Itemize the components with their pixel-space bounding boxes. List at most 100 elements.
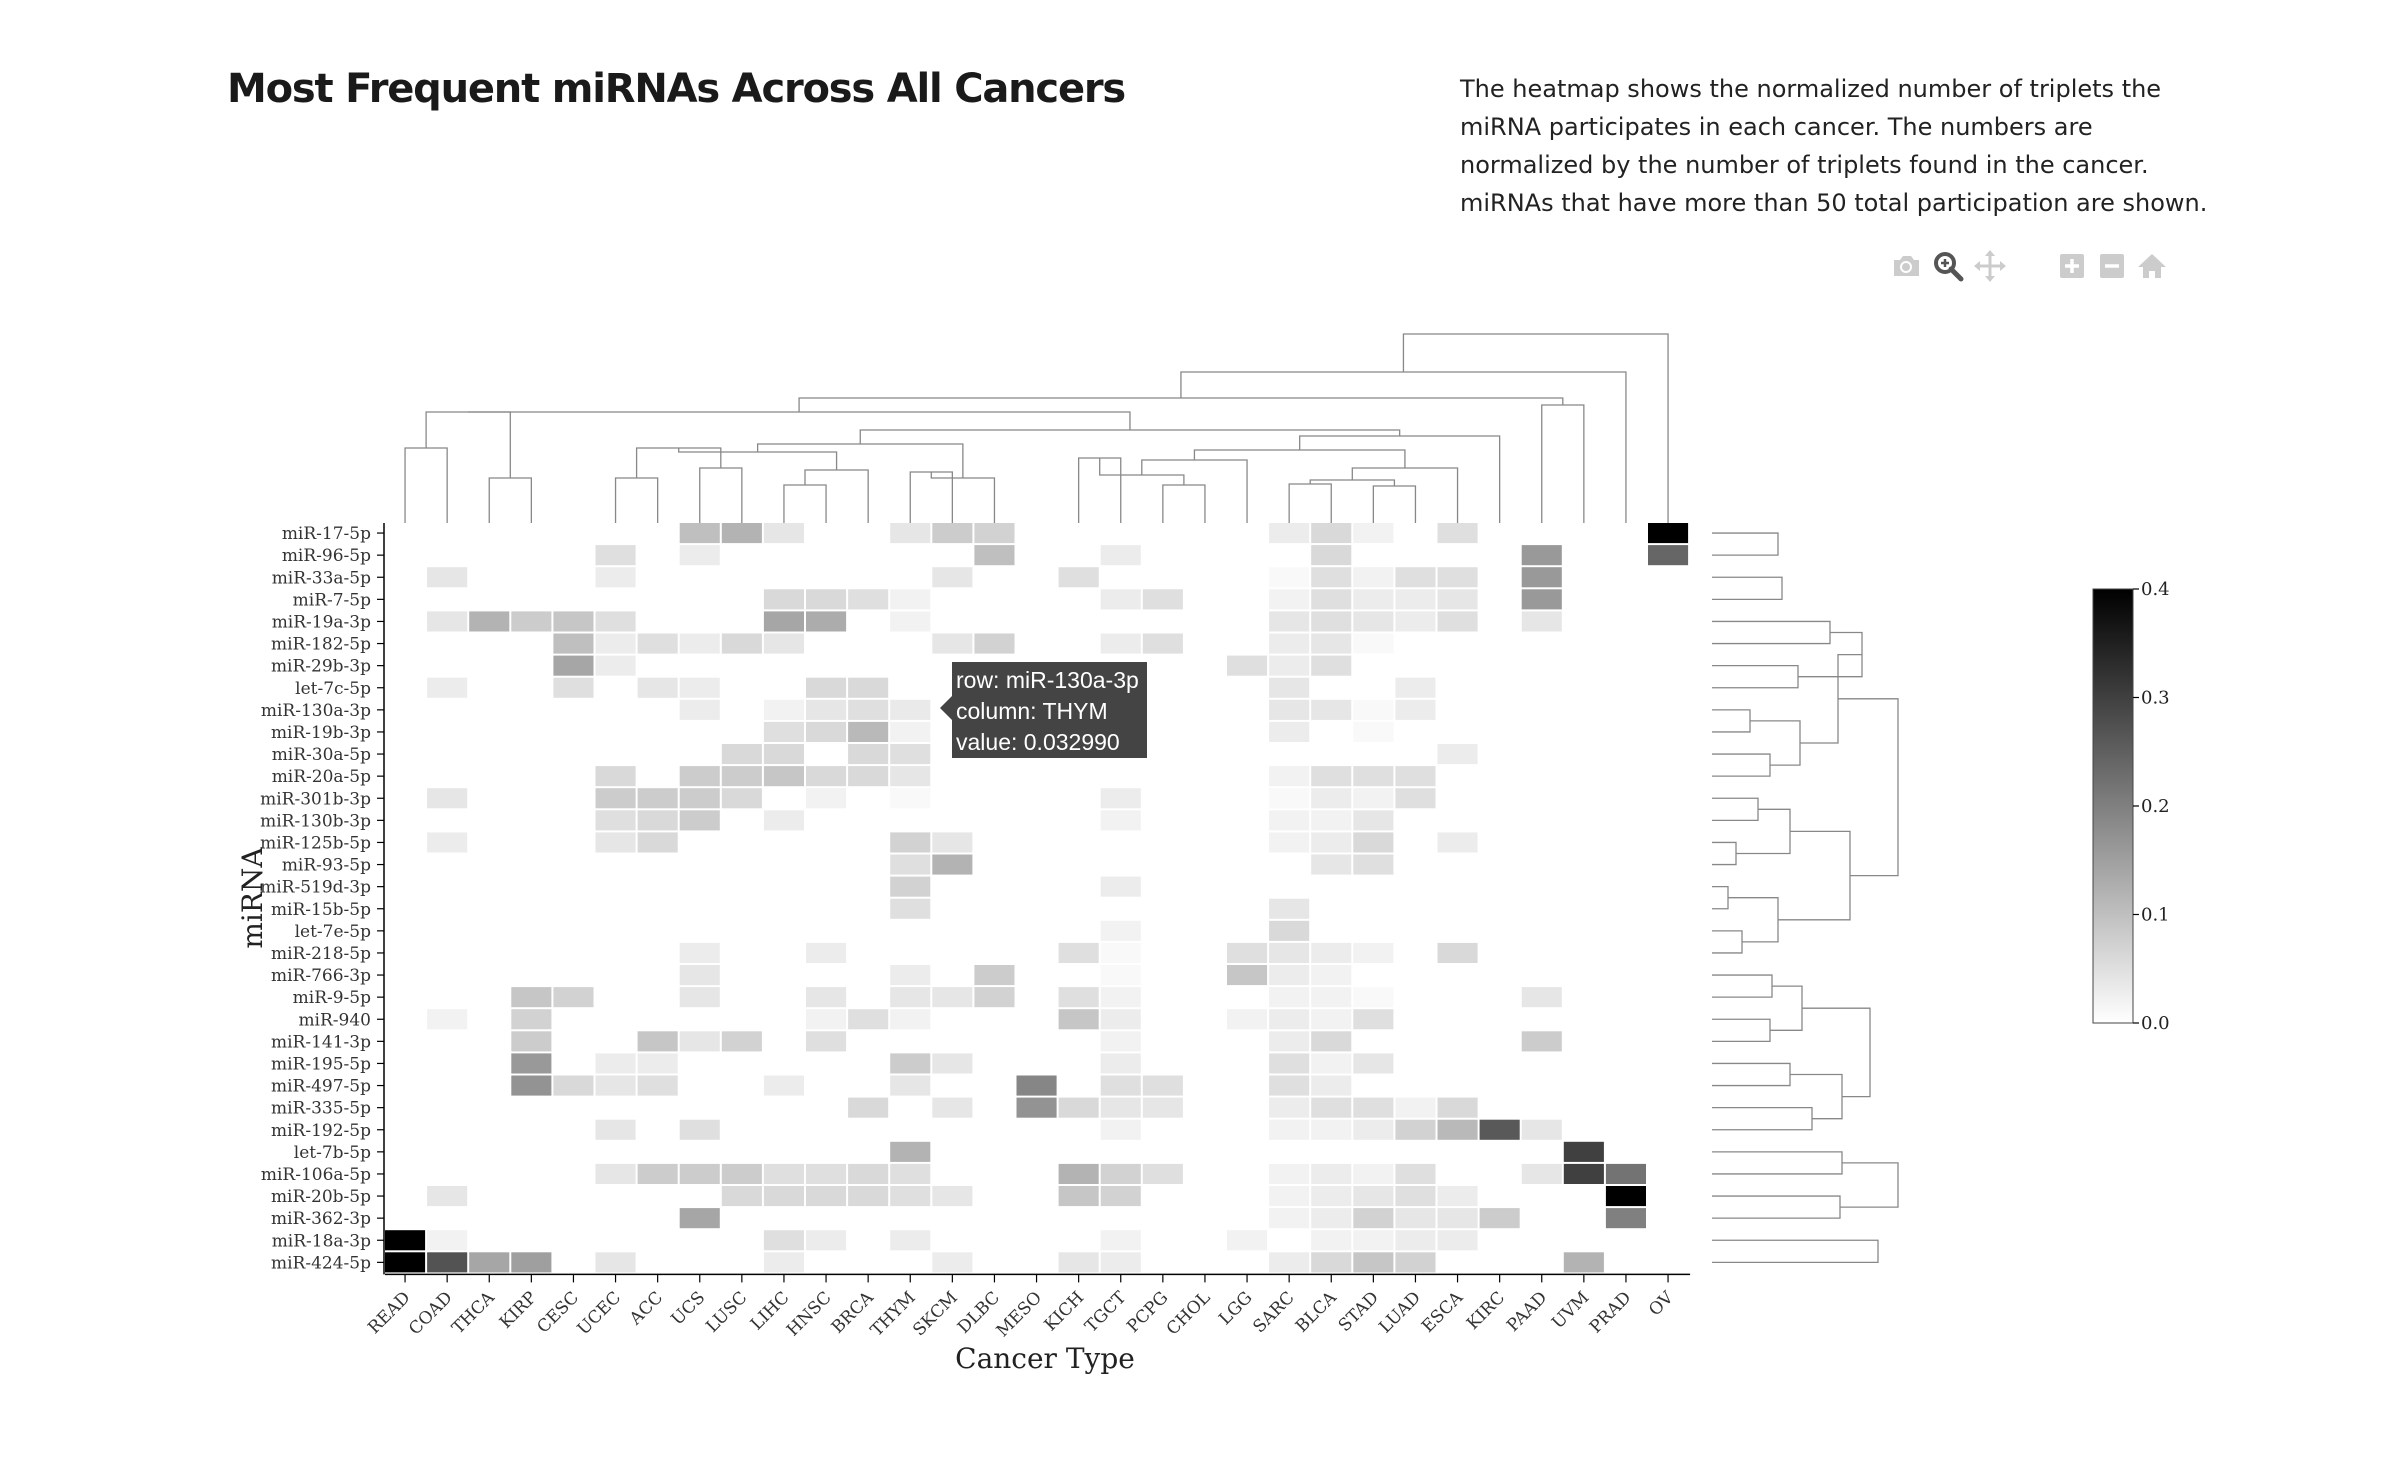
heatmap-cell (427, 920, 468, 941)
heatmap-cell (1521, 1097, 1562, 1118)
heatmap-cell (1058, 920, 1099, 941)
y-tick-label: miR-7-5p (293, 590, 371, 610)
heatmap-cell (806, 545, 847, 566)
heatmap-cell (595, 677, 636, 698)
heatmap-cell (1648, 920, 1689, 941)
heatmap-cell (763, 545, 804, 566)
heatmap-cell (1227, 633, 1268, 654)
dendrogram-branch (488, 477, 532, 523)
heatmap-cell (679, 1053, 720, 1074)
heatmap-cell (721, 699, 762, 720)
heatmap-cell (890, 523, 931, 544)
heatmap-cell (1269, 589, 1310, 610)
heatmap-cell (511, 699, 552, 720)
heatmap-cell (595, 1053, 636, 1074)
heatmap-cell (1100, 1097, 1141, 1118)
heatmap-cell (721, 920, 762, 941)
heatmap-cell (1269, 942, 1310, 963)
y-tick-label: miR-18a-3p (272, 1231, 371, 1251)
y-tick-label: miR-130a-3p (261, 701, 371, 721)
heatmap-cell (1648, 721, 1689, 742)
heatmap-cell (932, 810, 973, 831)
heatmap-cell (1521, 545, 1562, 566)
home-icon[interactable] (2134, 248, 2170, 284)
heatmap-cell (427, 633, 468, 654)
heatmap-cell (974, 920, 1015, 941)
heatmap-cell (553, 1208, 594, 1229)
heatmap-cell (1479, 589, 1520, 610)
heatmap-cell (1648, 1252, 1689, 1273)
heatmap-cell (637, 1053, 678, 1074)
heatmap-cell (427, 611, 468, 632)
x-tick-label: KIRC (1463, 1288, 1509, 1334)
heatmap-cell (553, 920, 594, 941)
heatmap-cell (1353, 832, 1394, 853)
heatmap-cell (1648, 567, 1689, 588)
pan-icon[interactable] (1972, 248, 2008, 284)
heatmap-cell (595, 942, 636, 963)
heatmap-cell (974, 611, 1015, 632)
heatmap-cell (1227, 1009, 1268, 1030)
heatmap-cell (974, 1053, 1015, 1074)
heatmap-cell (1395, 1097, 1436, 1118)
heatmap-cell (469, 766, 510, 787)
heatmap-cell (1353, 1230, 1394, 1251)
camera-icon[interactable] (1888, 248, 1924, 284)
heatmap-cell (469, 589, 510, 610)
heatmap-cell (1521, 567, 1562, 588)
heatmap-cell (721, 545, 762, 566)
x-tick-label: ACC (625, 1288, 667, 1330)
heatmap-cell (1479, 1053, 1520, 1074)
heatmap-cell (932, 876, 973, 897)
heatmap-cell (1521, 589, 1562, 610)
heatmap-cell (1100, 567, 1141, 588)
heatmap-cell (1521, 965, 1562, 986)
heatmap-cell (1353, 898, 1394, 919)
heatmap-cell (1648, 942, 1689, 963)
heatmap-cell (427, 1031, 468, 1052)
heatmap-cell (1648, 1075, 1689, 1096)
heatmap-cell (385, 832, 426, 853)
heatmap-cell (721, 567, 762, 588)
heatmap-cell (1353, 633, 1394, 654)
heatmap-cell (385, 589, 426, 610)
heatmap-cell (1184, 1208, 1225, 1229)
y-tick-label: miR-9-5p (293, 988, 371, 1008)
heatmap-cell (763, 987, 804, 1008)
heatmap-cell (721, 744, 762, 765)
heatmap-cell (721, 1119, 762, 1140)
y-axis-title: miRNA (236, 847, 269, 949)
heatmap-cell (511, 987, 552, 1008)
heatmap-cell (1142, 699, 1183, 720)
heatmap-cell (511, 545, 552, 566)
heatmap-cell (553, 744, 594, 765)
heatmap-cell (848, 1009, 889, 1030)
heatmap-cell (848, 832, 889, 853)
zoom-in-icon[interactable] (2054, 248, 2090, 284)
heatmap-cell (1227, 1097, 1268, 1118)
heatmap-cell (1016, 523, 1057, 544)
zoom-icon[interactable] (1930, 248, 1966, 284)
heatmap-cell (1311, 1097, 1352, 1118)
heatmap-cell (1142, 1075, 1183, 1096)
heatmap-cell (848, 810, 889, 831)
heatmap-cell (511, 1031, 552, 1052)
heatmap-cell (1648, 810, 1689, 831)
heatmap-cell (637, 920, 678, 941)
zoom-out-icon[interactable] (2094, 248, 2130, 284)
heatmap-cell (806, 987, 847, 1008)
heatmap-cell (806, 1186, 847, 1207)
heatmap-cell (637, 965, 678, 986)
heatmap-cell (385, 1075, 426, 1096)
heatmap-cell (1437, 567, 1478, 588)
heatmap-cell (1184, 987, 1225, 1008)
heatmap-cell (637, 567, 678, 588)
heatmap-cell (1058, 1163, 1099, 1184)
heatmap-cell (1563, 633, 1604, 654)
heatmap-cell (721, 611, 762, 632)
heatmap-cell (1479, 699, 1520, 720)
heatmap-cell (1563, 655, 1604, 676)
heatmap-cell (553, 523, 594, 544)
colorbar (2092, 588, 2134, 1024)
heatmap-cell (1437, 1053, 1478, 1074)
